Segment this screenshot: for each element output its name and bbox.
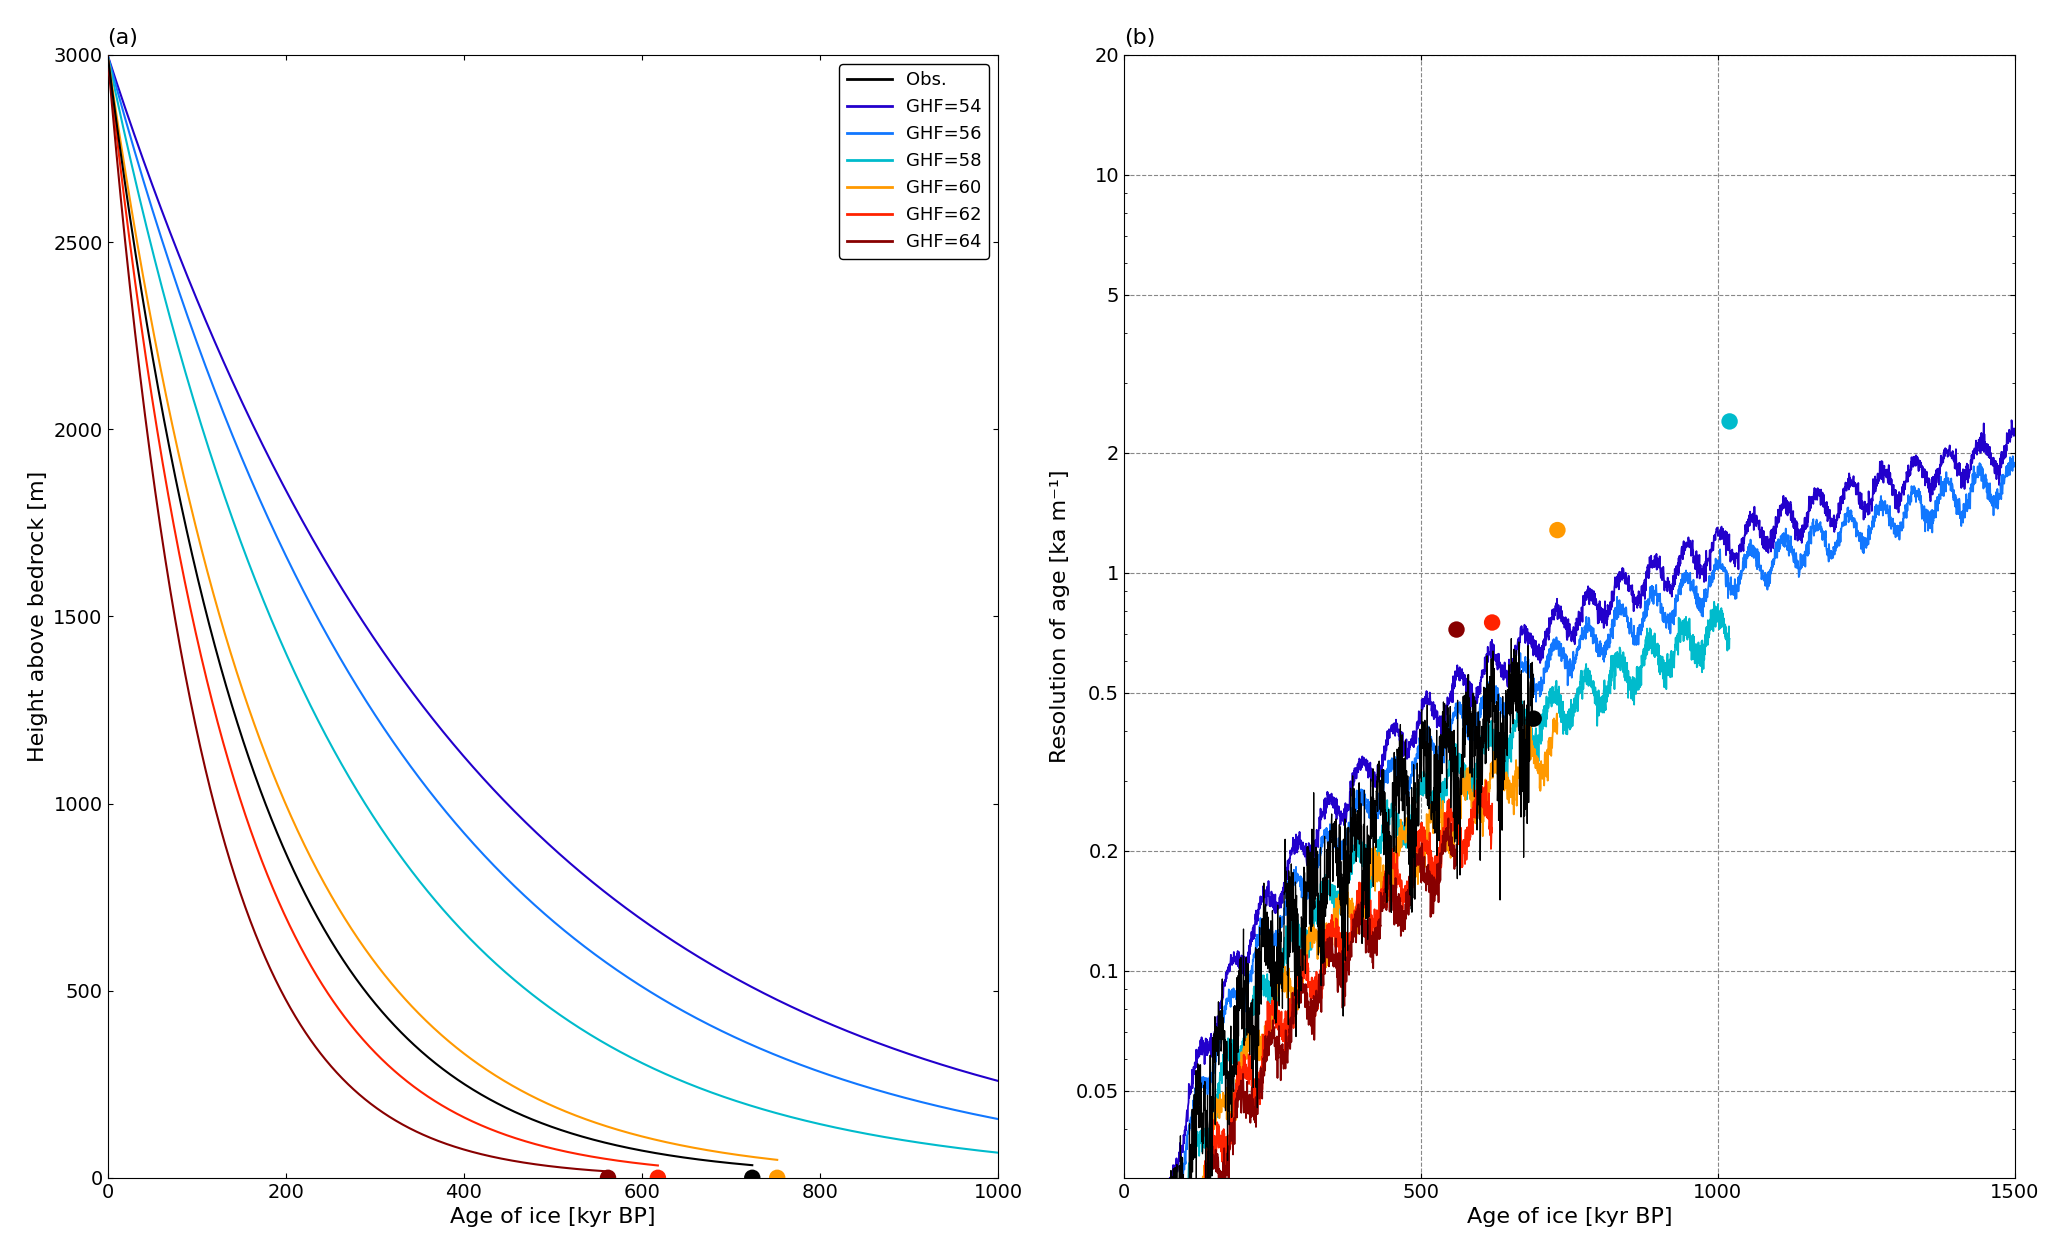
Point — [1540, 520, 1573, 540]
Text: (a): (a) — [107, 28, 138, 48]
Point — [641, 1167, 674, 1187]
Y-axis label: Resolution of age [ka m⁻¹]: Resolution of age [ka m⁻¹] — [1050, 469, 1071, 763]
Text: (b): (b) — [1124, 28, 1155, 48]
Point — [1441, 620, 1474, 640]
Point — [591, 1167, 624, 1187]
Point — [1714, 412, 1747, 432]
Point — [761, 1167, 794, 1187]
Point — [736, 1167, 769, 1187]
X-axis label: Age of ice [kyr BP]: Age of ice [kyr BP] — [451, 1207, 655, 1227]
Point — [1476, 612, 1509, 633]
Legend: Obs., GHF=54, GHF=56, GHF=58, GHF=60, GHF=62, GHF=64: Obs., GHF=54, GHF=56, GHF=58, GHF=60, GH… — [839, 64, 988, 259]
Point — [1517, 709, 1550, 729]
X-axis label: Age of ice [kyr BP]: Age of ice [kyr BP] — [1468, 1207, 1672, 1227]
Y-axis label: Height above bedrock [m]: Height above bedrock [m] — [27, 471, 48, 762]
